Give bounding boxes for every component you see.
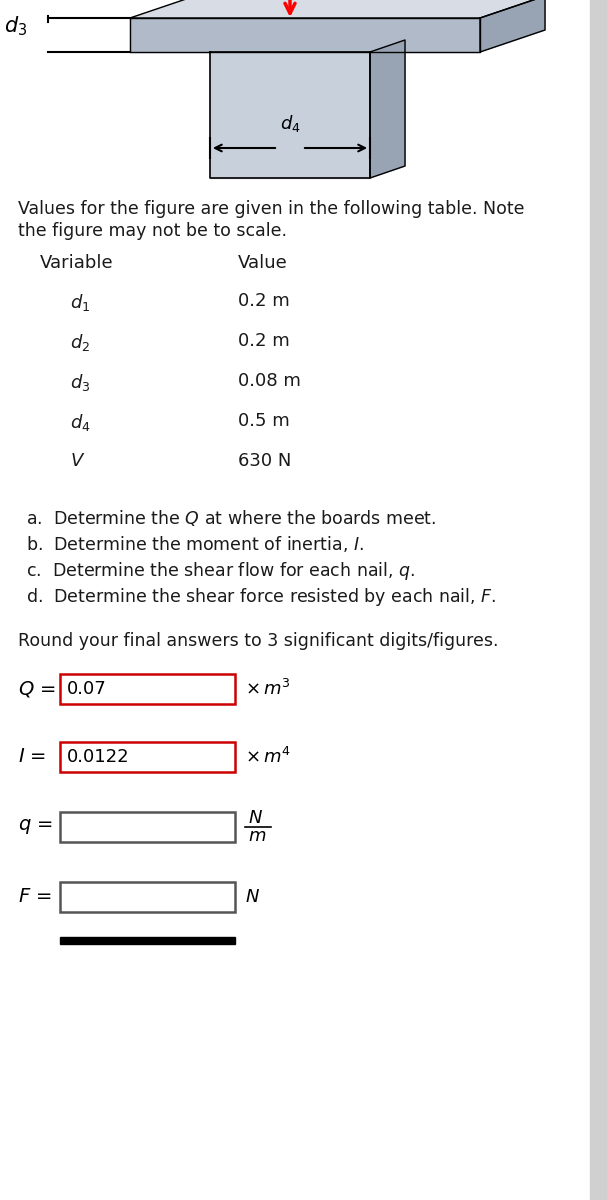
Text: $q$ =: $q$ = xyxy=(18,817,53,836)
Text: $d_3$: $d_3$ xyxy=(4,14,27,37)
Polygon shape xyxy=(210,52,370,178)
Text: $\times\,m^3$: $\times\,m^3$ xyxy=(245,679,290,700)
FancyBboxPatch shape xyxy=(60,882,235,912)
Text: Value: Value xyxy=(238,254,288,272)
Text: $d_4$: $d_4$ xyxy=(280,113,300,134)
Text: a.  Determine the $Q$ at where the boards meet.: a. Determine the $Q$ at where the boards… xyxy=(26,508,436,528)
Text: b.  Determine the moment of inertia, $I$.: b. Determine the moment of inertia, $I$. xyxy=(26,534,364,554)
Text: 0.2 m: 0.2 m xyxy=(238,332,290,350)
Text: Round your final answers to 3 significant digits/figures.: Round your final answers to 3 significan… xyxy=(18,632,498,650)
Text: 0.5 m: 0.5 m xyxy=(238,412,290,430)
Text: Values for the figure are given in the following table. Note: Values for the figure are given in the f… xyxy=(18,200,524,218)
Text: d.  Determine the shear force resisted by each nail, $F$.: d. Determine the shear force resisted by… xyxy=(26,586,496,608)
Text: 0.2 m: 0.2 m xyxy=(238,292,290,310)
Polygon shape xyxy=(480,0,545,52)
Text: $d_2$: $d_2$ xyxy=(70,332,90,353)
Text: 630 N: 630 N xyxy=(238,452,291,470)
Text: $\times\,m^4$: $\times\,m^4$ xyxy=(245,746,291,767)
Text: $d_4$: $d_4$ xyxy=(70,412,90,433)
FancyBboxPatch shape xyxy=(60,812,235,842)
FancyBboxPatch shape xyxy=(60,674,235,704)
Text: $V$: $V$ xyxy=(70,452,86,470)
Text: $Q$ =: $Q$ = xyxy=(18,679,56,698)
FancyBboxPatch shape xyxy=(60,742,235,772)
Text: Variable: Variable xyxy=(40,254,114,272)
Text: 0.08 m: 0.08 m xyxy=(238,372,301,390)
Text: c.  Determine the shear flow for each nail, $q$.: c. Determine the shear flow for each nai… xyxy=(26,560,415,582)
Text: $F$ =: $F$ = xyxy=(18,888,52,906)
Text: $N$: $N$ xyxy=(248,809,263,827)
Text: $I$ =: $I$ = xyxy=(18,748,46,767)
Polygon shape xyxy=(60,937,235,944)
Text: $N$: $N$ xyxy=(245,888,260,906)
Polygon shape xyxy=(130,0,545,18)
Text: $d_1$: $d_1$ xyxy=(70,292,90,313)
Polygon shape xyxy=(370,40,405,178)
Text: 0.07: 0.07 xyxy=(67,680,107,698)
Text: $d_3$: $d_3$ xyxy=(70,372,90,392)
Text: $m$: $m$ xyxy=(248,827,266,845)
Polygon shape xyxy=(130,18,480,52)
Text: the figure may not be to scale.: the figure may not be to scale. xyxy=(18,222,287,240)
Text: 0.0122: 0.0122 xyxy=(67,748,130,766)
Polygon shape xyxy=(590,0,607,1200)
